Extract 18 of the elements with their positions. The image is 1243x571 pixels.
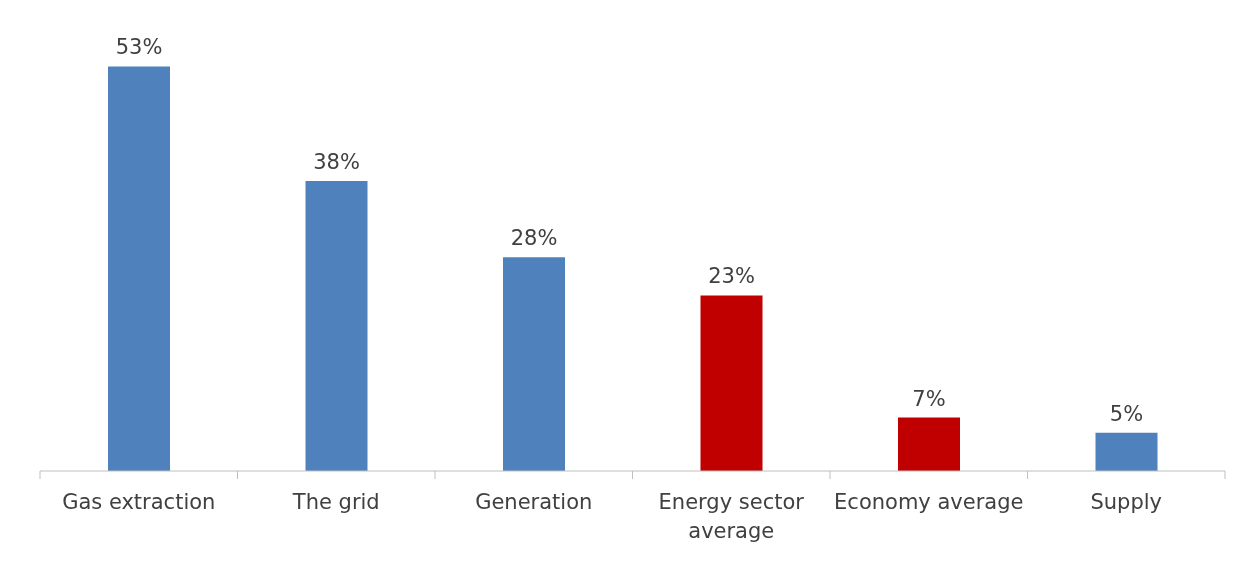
data-label: 38% <box>313 149 360 174</box>
data-label: 7% <box>912 386 946 411</box>
x-tick-label: Gas extraction <box>62 490 216 514</box>
data-label: 28% <box>510 226 558 251</box>
x-tick-label: Economy average <box>834 490 1024 514</box>
x-tick-label: Generation <box>475 490 593 514</box>
bar <box>700 295 763 471</box>
x-tick-label: Supply <box>1090 490 1163 514</box>
data-label: 5% <box>1109 401 1144 426</box>
bar <box>108 66 170 471</box>
x-tick-label: The grid <box>291 490 380 514</box>
bar <box>1095 432 1158 471</box>
bar <box>305 180 368 471</box>
bar <box>503 257 565 471</box>
data-label: 23% <box>708 264 755 289</box>
x-tick-label: Energy sector average <box>658 490 805 543</box>
bar <box>898 417 960 471</box>
data-label: 53% <box>115 35 163 60</box>
